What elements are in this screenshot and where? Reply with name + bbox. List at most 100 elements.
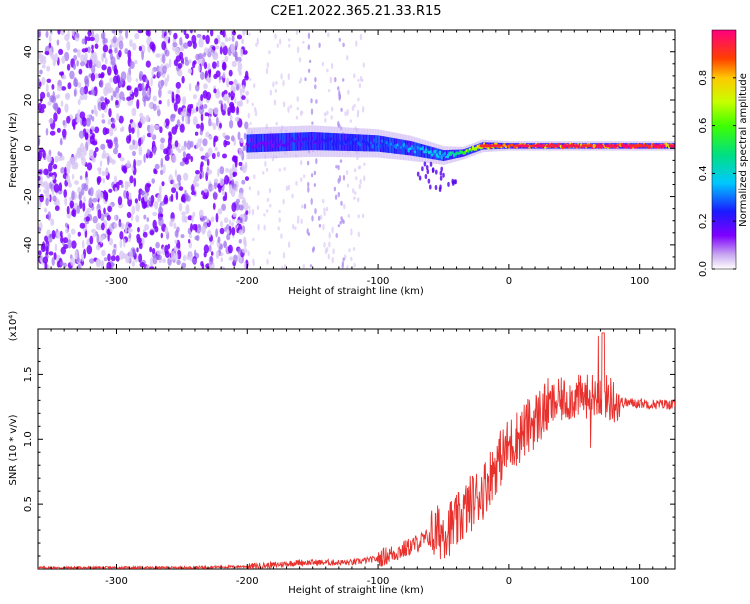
noise-blob [241, 84, 246, 94]
noise-speckle [275, 80, 278, 85]
noise-blob [46, 245, 49, 256]
noise-speckle [302, 40, 305, 44]
noise-blob [228, 69, 233, 77]
noise-blob [169, 147, 173, 156]
noise-blob [60, 246, 66, 255]
noise-blob [40, 243, 46, 253]
noise-blob [41, 77, 46, 86]
noise-blob [158, 216, 164, 227]
noise-blob [182, 96, 187, 106]
noise-speckle [331, 106, 334, 112]
noise-speckle [346, 183, 350, 188]
noise-blob [206, 158, 210, 166]
noise-blob [241, 248, 248, 254]
noise-blob [152, 219, 157, 229]
noise-speckle [268, 188, 272, 193]
noise-blob [86, 36, 91, 42]
noise-blob [138, 253, 143, 263]
noise-blob [104, 57, 108, 65]
noise-blob [154, 163, 160, 170]
noise-blob [93, 55, 97, 65]
noise-speckle [362, 106, 365, 113]
noise-blob [53, 112, 58, 122]
noise-speckle [265, 67, 269, 75]
noise-speckle [266, 209, 269, 213]
noise-blob [66, 40, 71, 51]
noise-blob [46, 65, 51, 72]
noise-speckle [309, 264, 313, 268]
noise-blob [111, 118, 116, 124]
noise-speckle [280, 73, 283, 80]
signal-streak [435, 169, 438, 175]
noise-blob [181, 262, 187, 269]
noise-blob [238, 70, 242, 76]
noise-blob [201, 263, 205, 269]
noise-blob [199, 172, 202, 180]
noise-speckle [341, 261, 345, 266]
noise-speckle [323, 207, 326, 214]
noise-blob [98, 73, 101, 79]
noise-blob [207, 147, 213, 157]
noise-blob [225, 77, 230, 88]
noise-speckle [351, 105, 355, 111]
noise-blob [226, 94, 230, 104]
noise-blob [235, 84, 240, 91]
noise-blob [144, 224, 150, 231]
signal-band [361, 134, 364, 152]
noise-blob [188, 234, 192, 239]
noise-blob [45, 30, 49, 38]
y-tick-label: -40 [23, 237, 34, 253]
noise-blob [66, 160, 71, 171]
noise-speckle [353, 196, 356, 200]
noise-blob [137, 30, 144, 34]
noise-blob [149, 266, 155, 269]
noise-speckle [343, 204, 346, 210]
noise-blob [144, 193, 148, 202]
noise-speckle [337, 120, 340, 128]
noise-blob [154, 200, 159, 210]
noise-blob [219, 46, 223, 55]
noise-blob [194, 131, 199, 136]
noise-blob [191, 215, 194, 223]
noise-speckle [339, 220, 342, 225]
noise-blob [123, 238, 126, 248]
noise-blob [100, 143, 106, 150]
signal-band [417, 143, 420, 157]
noise-blob [79, 95, 84, 101]
noise-blob [46, 91, 50, 98]
noise-blob [84, 132, 89, 141]
noise-blob [181, 114, 185, 122]
noise-speckle [326, 68, 329, 73]
noise-blob [175, 93, 179, 99]
noise-blob [176, 226, 180, 233]
noise-blob [106, 214, 111, 221]
signal-band [328, 132, 331, 151]
noise-blob [128, 223, 132, 228]
noise-blob [101, 119, 106, 124]
noise-speckle [333, 186, 337, 192]
noise-blob [129, 61, 135, 69]
noise-blob [85, 128, 90, 133]
x-tick-label: 0 [506, 576, 512, 587]
noise-blob [79, 111, 86, 119]
noise-speckle [346, 55, 349, 61]
noise-blob [106, 261, 112, 269]
noise-blob [180, 234, 185, 239]
noise-blob [187, 40, 193, 47]
noise-blob [128, 192, 132, 200]
noise-blob [222, 30, 226, 38]
signal-band [298, 132, 301, 151]
noise-blob [156, 108, 161, 117]
noise-blob [232, 212, 237, 218]
noise-blob [139, 74, 143, 82]
noise-blob [50, 95, 57, 104]
noise-speckle [342, 219, 345, 225]
noise-blob [196, 234, 200, 242]
noise-speckle [362, 62, 365, 68]
noise-blob [114, 142, 119, 149]
noise-blob [83, 93, 88, 101]
noise-speckle [271, 157, 275, 162]
noise-blob [138, 137, 142, 147]
colorbar-tick-label: 0.8 [698, 70, 709, 86]
noise-blob [238, 229, 244, 235]
